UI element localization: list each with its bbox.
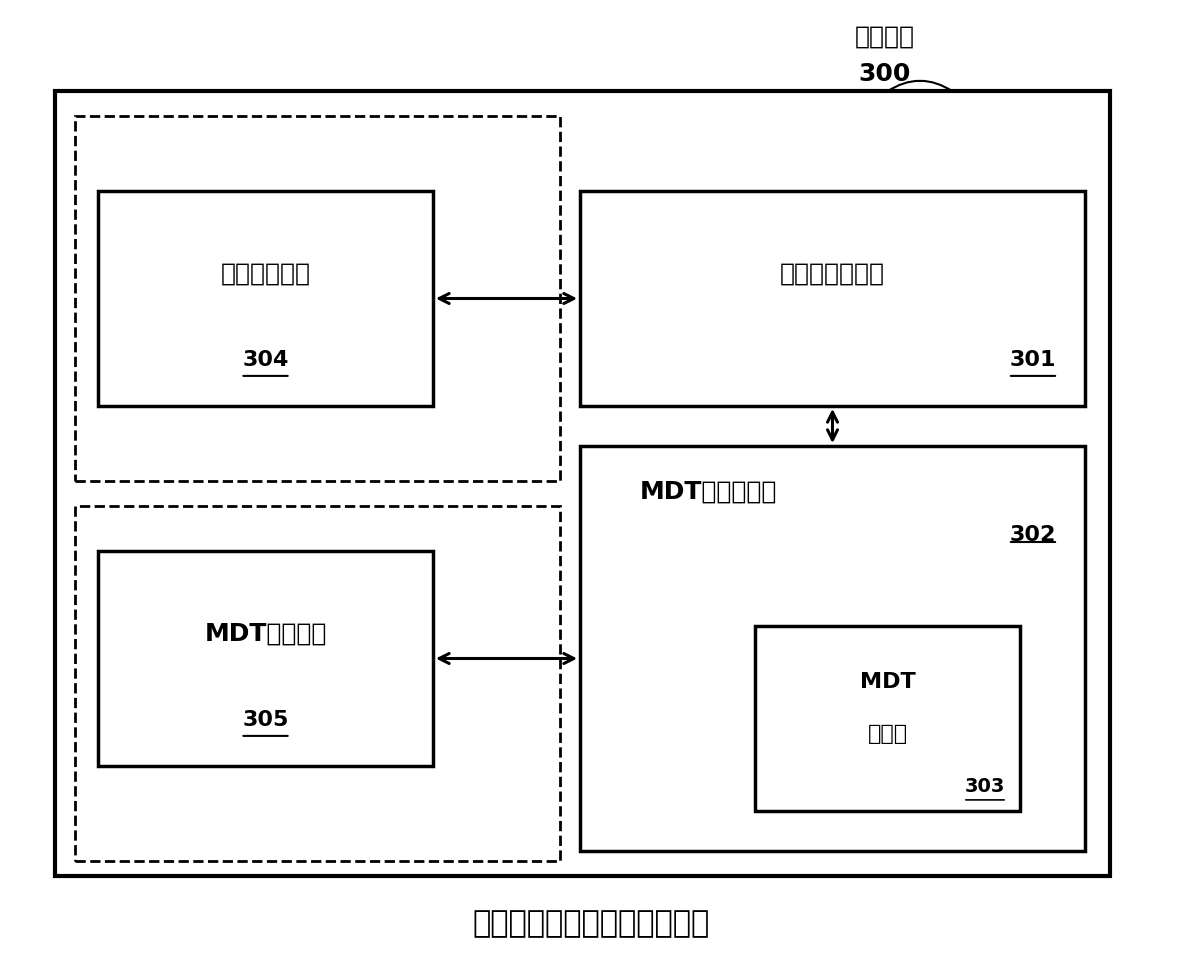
Text: 位置选项控制器: 位置选项控制器: [780, 261, 885, 285]
Text: 305: 305: [243, 709, 289, 729]
FancyBboxPatch shape: [54, 92, 1110, 876]
FancyBboxPatch shape: [755, 627, 1020, 811]
Text: 用户装置: 用户装置: [855, 25, 914, 49]
FancyBboxPatch shape: [580, 192, 1085, 407]
Text: 301: 301: [1010, 350, 1056, 369]
Text: 302: 302: [1010, 525, 1056, 545]
FancyBboxPatch shape: [580, 447, 1085, 851]
Text: 具有位置选项控制的用户装置: 具有位置选项控制的用户装置: [473, 908, 710, 938]
FancyBboxPatch shape: [98, 192, 433, 407]
Text: 300: 300: [859, 62, 911, 86]
Text: MDT测量控制器: MDT测量控制器: [640, 480, 777, 504]
Text: 303: 303: [965, 776, 1006, 795]
Text: MDT测量系统: MDT测量系统: [205, 621, 327, 645]
Text: MDT: MDT: [860, 672, 916, 692]
Text: 记录器: 记录器: [867, 724, 907, 744]
FancyBboxPatch shape: [98, 552, 433, 766]
Text: 304: 304: [243, 350, 289, 369]
Text: 位置获取系统: 位置获取系统: [220, 261, 310, 285]
